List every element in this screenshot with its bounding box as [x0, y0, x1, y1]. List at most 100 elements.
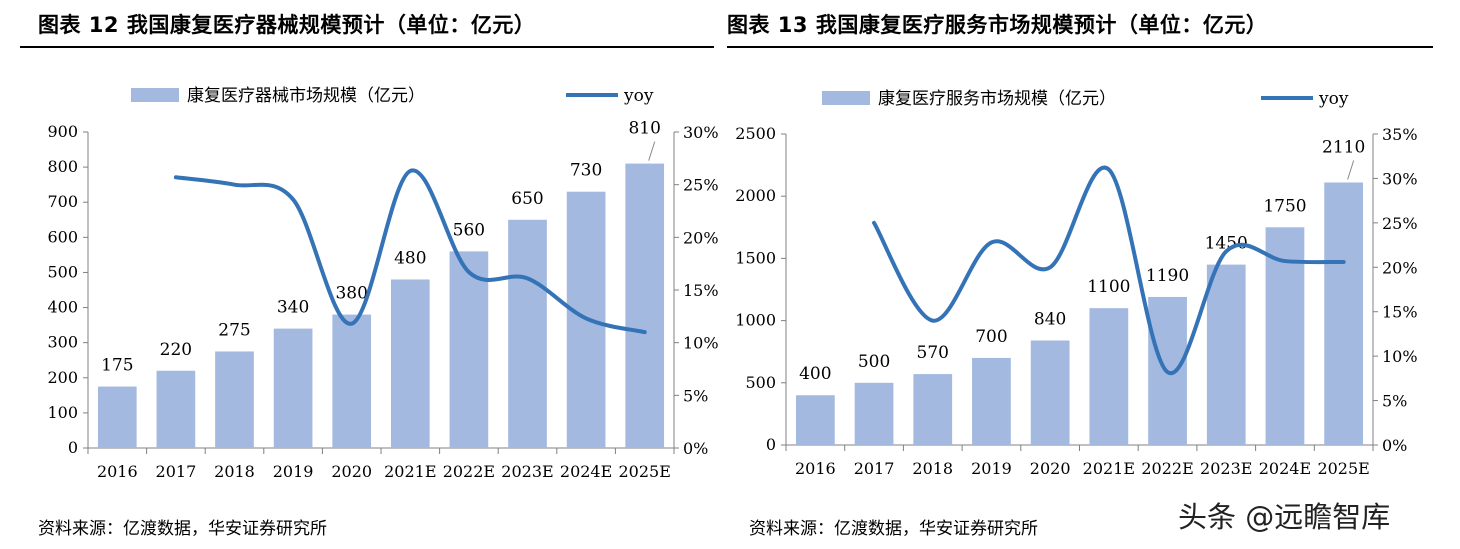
right-y-tick-label: 25%	[1382, 214, 1418, 233]
x-tick-label: 2025E	[1317, 459, 1369, 478]
right-y-tick-label: 25%	[683, 176, 719, 195]
legend-line-label: yoy	[1318, 89, 1349, 109]
right-y-tick-label: 15%	[1382, 303, 1418, 322]
left-y-tick-label: 200	[47, 368, 78, 387]
left-y-tick-label: 400	[47, 298, 78, 317]
right-y-tick-label: 0%	[1382, 436, 1407, 455]
x-tick-label: 2021E	[1083, 459, 1135, 478]
bar	[972, 357, 1011, 445]
left-y-tick-label: 2500	[735, 124, 776, 143]
bar	[1089, 308, 1129, 445]
bar-data-label: 1750	[1263, 196, 1306, 216]
bar-data-label: 500	[858, 352, 890, 372]
left-chart-title: 图表 12 我国康复医疗器械规模预计（单位：亿元）	[38, 13, 536, 37]
legend-bar-swatch	[131, 88, 179, 102]
yoy-line	[173, 168, 647, 335]
yoy-line	[872, 165, 1346, 376]
left-y-tick-label: 0	[68, 438, 78, 457]
bar	[625, 163, 665, 448]
right-y-tick-label: 20%	[1382, 258, 1418, 277]
left-y-tick-label: 500	[745, 373, 776, 392]
bar-data-label: 700	[975, 327, 1007, 347]
right-chart: 康复医疗服务市场规模（亿元） yoy 0 500 1000 1500 2000 2500 0% 5…	[735, 89, 1418, 478]
left-y-tick-label: 900	[47, 122, 78, 141]
x-tick-label: 2016	[97, 462, 138, 481]
x-tick-label: 2019	[273, 462, 314, 481]
legend-bar-label: 康复医疗器械市场规模（亿元）	[187, 86, 425, 106]
x-tick-label: 2023E	[501, 462, 553, 481]
x-tick-label: 2022E	[443, 462, 495, 481]
legend-bar-label: 康复医疗服务市场规模（亿元）	[878, 89, 1116, 109]
right-y-tick-label: 35%	[1382, 125, 1418, 144]
left-y-tick-label: 600	[47, 227, 78, 246]
bar-data-label: 1450	[1205, 234, 1248, 254]
left-y-tick-label: 500	[47, 262, 78, 281]
bar-data-label: 2110	[1322, 138, 1365, 158]
bar	[854, 382, 894, 445]
right-y-tick-label: 15%	[683, 281, 719, 300]
bar-data-label: 840	[1034, 310, 1066, 330]
bar-data-label: 220	[160, 340, 192, 360]
right-y-tick-label: 0%	[683, 439, 708, 458]
bar	[1206, 264, 1246, 445]
left-y-tick-label: 800	[47, 157, 78, 176]
right-y-tick-label: 30%	[1382, 169, 1418, 188]
legend-bar-swatch	[822, 91, 870, 105]
watermark-text: 头条 @远瞻智库	[1178, 500, 1391, 534]
bar-data-label: 480	[394, 248, 426, 268]
x-tick-label: 2025E	[618, 462, 670, 481]
x-tick-label: 2020	[1030, 459, 1071, 478]
bar	[390, 279, 430, 448]
x-tick-label: 2023E	[1200, 459, 1252, 478]
legend-line-label: yoy	[623, 86, 654, 106]
x-tick-label: 2017	[156, 462, 197, 481]
right-y-tick-label: 5%	[1382, 392, 1407, 411]
x-tick-label: 2020	[331, 462, 372, 481]
x-tick-label: 2017	[854, 459, 895, 478]
bar-data-label: 400	[799, 364, 831, 384]
x-tick-label: 2024E	[1259, 459, 1311, 478]
bar	[1030, 340, 1070, 445]
bar-data-label: 275	[218, 320, 250, 340]
bar	[508, 219, 547, 448]
left-y-tick-label: 1000	[735, 311, 776, 330]
bar-data-label: 1190	[1146, 266, 1189, 286]
x-tick-label: 2018	[912, 459, 953, 478]
x-tick-label: 2024E	[560, 462, 612, 481]
left-title-rule	[20, 46, 714, 48]
bar-data-label: 1100	[1087, 277, 1130, 297]
bar	[156, 370, 196, 448]
bar	[332, 314, 372, 448]
right-title-rule	[727, 46, 1433, 48]
left-y-tick-label: 300	[47, 333, 78, 352]
x-tick-label: 2019	[971, 459, 1012, 478]
left-y-tick-label: 0	[766, 435, 776, 454]
bar-data-label: 650	[511, 189, 543, 209]
right-y-tick-label: 10%	[683, 334, 719, 353]
right-y-tick-label: 5%	[683, 386, 708, 405]
left-y-tick-label: 100	[47, 403, 78, 422]
left-y-tick-label: 700	[47, 192, 78, 211]
x-tick-label: 2016	[795, 459, 836, 478]
bar	[913, 374, 953, 445]
bar	[795, 395, 835, 445]
bar	[97, 386, 137, 448]
data-label-leader	[648, 141, 656, 161]
x-tick-label: 2022E	[1141, 459, 1193, 478]
left-y-tick-label: 1500	[735, 248, 776, 267]
x-tick-label: 2021E	[384, 462, 436, 481]
left-y-tick-label: 2000	[735, 186, 776, 205]
bar	[273, 328, 313, 448]
right-source-note: 资料来源：亿渡数据，华安证券研究所	[749, 519, 1038, 539]
bar	[449, 251, 489, 448]
bar	[215, 351, 254, 448]
left-chart: 康复医疗器械市场规模（亿元） yoy 0 100 200 300 400 500 600 700 8…	[47, 86, 719, 481]
right-chart-title: 图表 13 我国康复医疗服务市场规模预计（单位：亿元）	[727, 13, 1268, 37]
bar-data-label: 570	[917, 343, 949, 363]
bar-data-label: 730	[570, 161, 602, 181]
right-y-tick-label: 30%	[683, 123, 719, 142]
bar-data-label: 340	[277, 298, 309, 318]
data-label-leader	[1347, 160, 1355, 180]
x-tick-label: 2018	[214, 462, 255, 481]
bar-data-label: 810	[628, 119, 660, 139]
